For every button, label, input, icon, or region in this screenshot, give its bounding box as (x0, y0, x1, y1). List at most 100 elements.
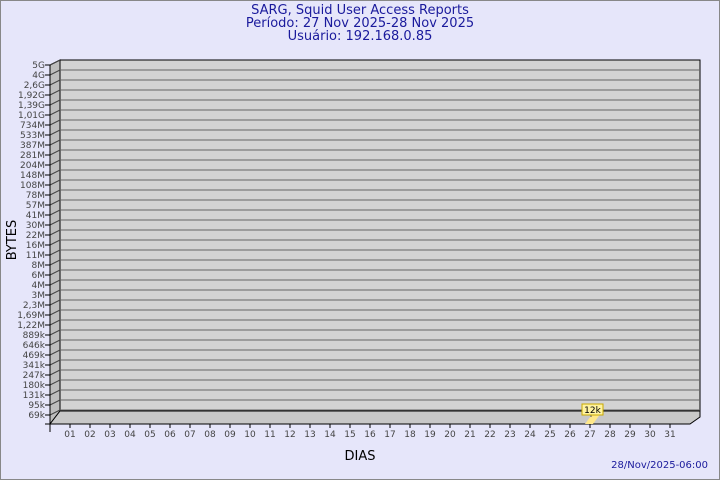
grid-line-side (49, 359, 61, 366)
grid-line-side (49, 99, 61, 106)
grid-line-side (49, 109, 61, 116)
grid-line-side (49, 179, 61, 186)
y-tick-label: 2,6G (24, 81, 45, 91)
y-tick-label: 69k (28, 411, 45, 421)
y-tick-label: 131k (23, 391, 46, 401)
x-tick-label: 26 (564, 430, 576, 440)
y-tick-label: 41M (26, 211, 45, 221)
y-tick-label: 180k (23, 381, 46, 391)
y-tick-label: 204M (20, 161, 45, 171)
y-tick-label: 5G (32, 61, 45, 71)
x-tick-label: 02 (84, 430, 95, 440)
grid-line-side (49, 409, 61, 416)
grid-line-side (49, 59, 61, 66)
grid-line-side (49, 69, 61, 76)
grid-line-side (49, 89, 61, 96)
y-tick-label: 646k (23, 341, 46, 351)
x-tick-label: 03 (104, 430, 115, 440)
x-tick-label: 07 (184, 430, 195, 440)
y-tick-label: 2,3M (23, 301, 45, 311)
grid-line-side (49, 79, 61, 86)
y-tick-label: 6M (32, 271, 46, 281)
chart-period: Período: 27 Nov 2025-28 Nov 2025 (245, 16, 475, 31)
y-tick-label: 281M (20, 151, 45, 161)
grid-line-side (49, 199, 61, 206)
y-tick-label: 469k (23, 351, 46, 361)
timestamp: 28/Nov/2025-06:00 (611, 460, 708, 471)
x-tick-label: 18 (404, 430, 416, 440)
y-tick-label: 1,69M (17, 311, 45, 321)
grid-line-side (49, 289, 61, 296)
grid-line-side (49, 349, 61, 356)
y-tick-label: 4G (32, 71, 45, 81)
grid-line-side (49, 149, 61, 156)
x-tick-label: 17 (384, 430, 395, 440)
y-tick-label: 4M (32, 281, 46, 291)
y-tick-label: 8M (32, 261, 46, 271)
grid-line-side (49, 269, 61, 276)
y-axis-label: BYTES (5, 220, 20, 261)
grid-line-side (49, 329, 61, 336)
y-tick-label: 734M (20, 121, 45, 131)
grid-line-side (49, 389, 61, 396)
x-tick-label: 16 (364, 430, 376, 440)
x-tick-label: 10 (244, 430, 256, 440)
bar-label-box (581, 403, 604, 416)
grid-line-side (49, 279, 61, 286)
x-tick-label: 14 (324, 430, 336, 440)
x-tick-label: 04 (124, 430, 136, 440)
y-tick-label: 889k (23, 331, 46, 341)
x-tick-label: 27 (584, 430, 595, 440)
grid-line-side (49, 219, 61, 226)
y-tick-label: 341k (23, 361, 46, 371)
y-tick-label: 3M (32, 291, 46, 301)
plot-back-wall (59, 59, 701, 412)
x-tick-label: 11 (264, 430, 275, 440)
x-tick-label: 19 (424, 430, 436, 440)
x-tick-label: 01 (64, 430, 75, 440)
chart-title: SARG, Squid User Access Reports (251, 3, 469, 18)
x-tick-label: 21 (464, 430, 475, 440)
y-tick-label: 57M (26, 201, 45, 211)
x-axis-label: DIAS (345, 449, 376, 464)
grid-line-side (49, 259, 61, 266)
x-tick-label: 25 (544, 430, 555, 440)
grid-line-side (49, 159, 61, 166)
y-tick-label: 78M (26, 191, 45, 201)
x-tick-label: 30 (644, 430, 656, 440)
y-tick-label: 108M (20, 181, 45, 191)
x-tick-label: 13 (304, 430, 315, 440)
chart-user: Usuário: 192.168.0.85 (287, 29, 433, 44)
y-tick-label: 247k (23, 371, 46, 381)
grid-line-side (49, 169, 61, 176)
grid-line-side (49, 379, 61, 386)
y-tick-label: 16M (26, 241, 45, 251)
y-tick-label: 1,92G (18, 91, 45, 101)
grid-line-side (49, 189, 61, 196)
y-tick-label: 1,22M (17, 321, 45, 331)
x-tick-label: 15 (344, 430, 355, 440)
x-tick-label: 28 (604, 430, 616, 440)
x-tick-label: 12 (284, 430, 295, 440)
x-tick-label: 05 (144, 430, 155, 440)
grid-line-side (49, 229, 61, 236)
y-tick-label: 22M (26, 231, 45, 241)
x-tick-label: 23 (504, 430, 515, 440)
y-tick-label: 148M (20, 171, 45, 181)
y-tick-label: 95k (28, 401, 45, 411)
grid-line-side (49, 129, 61, 136)
y-tick-label: 30M (26, 221, 45, 231)
grid-line-side (49, 299, 61, 306)
y-tick-label: 11M (26, 251, 45, 261)
bar-label: 12k (584, 406, 601, 416)
x-tick-label: 24 (524, 430, 536, 440)
grid-line-side (49, 369, 61, 376)
x-tick-label: 09 (224, 430, 236, 440)
x-tick-label: 22 (484, 430, 495, 440)
x-tick-label: 29 (624, 430, 636, 440)
y-tick-label: 1,39G (18, 101, 45, 111)
y-tick-label: 533M (20, 131, 45, 141)
x-tick-label: 20 (444, 430, 456, 440)
bar (585, 413, 601, 424)
